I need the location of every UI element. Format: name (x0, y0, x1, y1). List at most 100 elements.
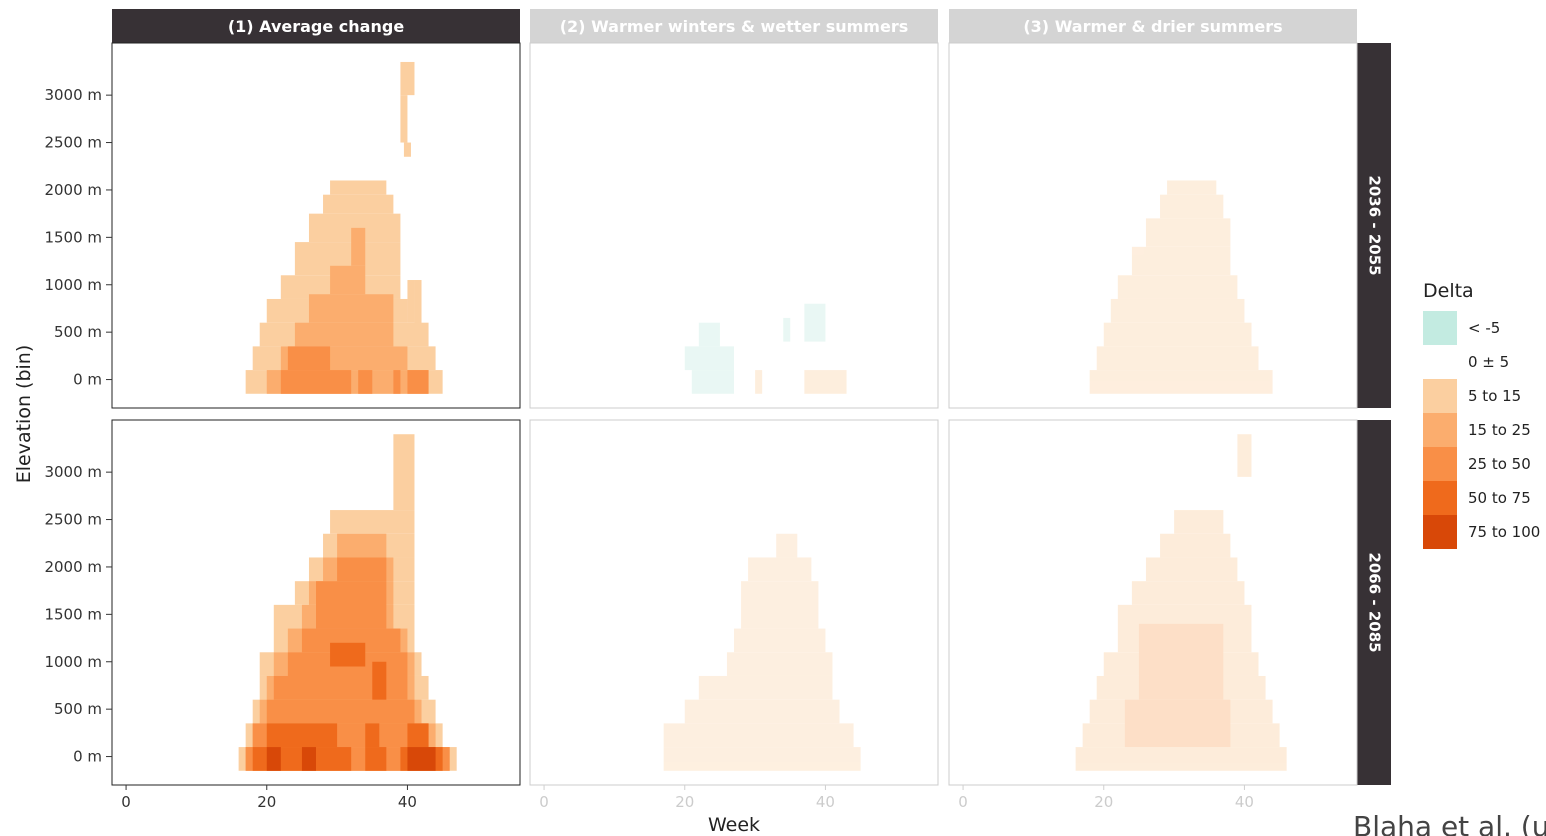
heat-cells (663, 533, 861, 771)
heat-cell (684, 346, 734, 371)
heat-cell (1160, 194, 1224, 219)
heat-cell (1124, 699, 1231, 748)
facet-header-label-3: (3) Warmer & drier summers (1023, 17, 1282, 36)
legend-label: 15 to 25 (1468, 421, 1531, 439)
facet-row-strip-2 (1357, 420, 1391, 785)
heat-cell (330, 265, 366, 295)
heat-cell (280, 370, 352, 394)
heat-cell (1174, 510, 1224, 534)
facet-column-headers: (1) Average change (2) Warmer winters & w… (112, 9, 1357, 43)
heat-cell (1110, 298, 1245, 323)
x-tick-label: 40 (1235, 793, 1254, 811)
heat-cell (273, 675, 408, 700)
y-axis-title: Elevation (bin) (13, 345, 35, 484)
facet-row-label-1: 2036 - 2055 (1366, 175, 1384, 275)
y-tick-label: 3000 m (44, 463, 102, 481)
heat-cell (1160, 533, 1231, 558)
heat-cell (748, 557, 812, 582)
y-tick-label: 2500 m (44, 134, 102, 152)
heat-cell (407, 723, 429, 748)
heat-cells (684, 303, 847, 394)
heat-cell (365, 747, 387, 771)
heat-cell (726, 652, 833, 676)
legend-title: Delta (1423, 280, 1474, 302)
panel-r1-c1 (111, 42, 521, 409)
heat-cell (337, 557, 387, 582)
heat-cell (1237, 434, 1252, 477)
y-tick-label: 2000 m (44, 181, 102, 199)
heat-cell (365, 723, 380, 748)
heat-cells (1089, 180, 1273, 394)
heat-cell (287, 346, 331, 371)
facet-row-strip-1 (1357, 43, 1391, 408)
heat-cell (400, 95, 408, 143)
legend-label: 75 to 100 (1468, 523, 1540, 541)
y-tick-label: 0 m (73, 748, 102, 766)
heat-cell (403, 142, 411, 157)
legend-label: < -5 (1468, 319, 1500, 337)
panel-frame (948, 419, 1358, 786)
heat-cell (400, 61, 415, 96)
panel-r1-c3 (948, 42, 1358, 409)
heat-cell (407, 280, 415, 323)
heat-cell (691, 370, 734, 394)
heat-cell (755, 370, 763, 394)
legend-label: 50 to 75 (1468, 489, 1531, 507)
facet-panels (111, 42, 1358, 786)
panel-frame (529, 42, 939, 409)
heat-cells (238, 434, 457, 771)
heat-cell (301, 628, 401, 653)
legend-label: 25 to 50 (1468, 455, 1531, 473)
heat-cell (330, 180, 387, 195)
heat-cell (663, 747, 861, 771)
heat-cell (1096, 346, 1259, 371)
panel-r2-c2 (529, 419, 939, 786)
y-tick-label: 3000 m (44, 86, 102, 104)
heat-cell (698, 675, 833, 700)
x-tick-label: 20 (675, 793, 694, 811)
x-axes: 0 20 40 0 20 40 0 20 40 (121, 785, 1254, 811)
heat-cell (1117, 275, 1238, 299)
heat-cell (393, 370, 401, 394)
heat-cell (372, 661, 387, 700)
heat-cell (1138, 623, 1224, 700)
heat-cell (407, 747, 436, 771)
x-axis-title: Week (708, 814, 760, 836)
y-tick-label: 1500 m (44, 228, 102, 246)
x-tick-label: 0 (539, 793, 549, 811)
panel-r1-c2 (529, 42, 939, 409)
heat-cell (1082, 723, 1280, 748)
legend-swatch (1423, 515, 1457, 549)
panel-frame (529, 419, 939, 786)
legend-swatch (1423, 311, 1457, 345)
heat-cell (1103, 322, 1252, 347)
y-tick-label: 1000 m (44, 276, 102, 294)
y-axes: 0 m 500 m 1000 m 1500 m 2000 m 2500 m 3000 m 0 … (44, 86, 112, 766)
heat-cell (1131, 581, 1245, 605)
facet-row-strips: 2036 - 2055 2066 - 2085 (1357, 43, 1391, 785)
heat-cell (358, 370, 373, 394)
facet-header-label-1: (1) Average change (228, 17, 405, 36)
facet-row-label-2: 2066 - 2085 (1366, 552, 1384, 652)
x-tick-label: 20 (1094, 793, 1113, 811)
heat-cell (776, 533, 798, 558)
heat-cell (337, 533, 387, 558)
x-tick-label: 40 (816, 793, 835, 811)
heat-cell (266, 747, 281, 771)
heat-cell (294, 322, 394, 347)
facet-header-3 (949, 9, 1357, 43)
heat-cell (323, 194, 394, 214)
heat-cell (1075, 747, 1287, 771)
heat-cell (1103, 652, 1259, 676)
heat-cell (1089, 370, 1273, 394)
y-tick-label: 1500 m (44, 605, 102, 623)
heat-cell (804, 370, 847, 394)
heat-cell (301, 747, 316, 771)
legend-label: 0 ± 5 (1468, 353, 1509, 371)
heat-cell (1131, 246, 1231, 276)
y-tick-label: 500 m (54, 323, 102, 341)
legend-swatch (1423, 447, 1457, 481)
heat-cell (1089, 699, 1273, 724)
heat-cell (407, 370, 429, 394)
legend-swatch (1423, 413, 1457, 447)
